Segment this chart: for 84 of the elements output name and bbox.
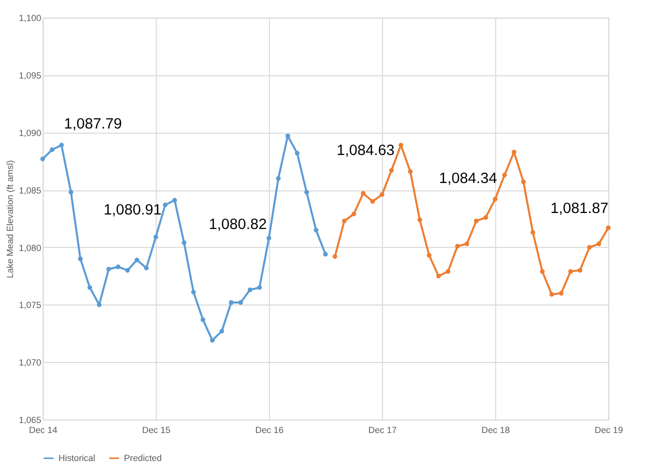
point: [106, 266, 111, 272]
point: [380, 192, 384, 197]
y-tick-label: 1,065: [18, 415, 42, 426]
point: [314, 228, 318, 232]
point: [521, 180, 526, 184]
point: [370, 199, 375, 204]
point: [50, 147, 54, 152]
point: [549, 292, 554, 297]
point: [172, 198, 177, 203]
annotation: 1,080.91: [104, 202, 162, 219]
point: [342, 218, 347, 224]
point: [351, 212, 356, 216]
point: [134, 258, 140, 262]
legend-label: Predicted: [124, 453, 162, 464]
annotation: 1,084.63: [336, 142, 395, 159]
point: [502, 172, 507, 178]
y-tick-label: 1,075: [18, 300, 42, 310]
point: [200, 317, 206, 322]
legend-label: Historical: [58, 453, 96, 464]
point: [68, 190, 74, 195]
point: [558, 290, 564, 296]
annotation: 1,087.79: [64, 116, 122, 133]
point: [483, 215, 488, 220]
point: [596, 242, 602, 246]
point: [162, 202, 168, 208]
annotation: 1,081.87: [550, 201, 608, 218]
point: [144, 266, 149, 270]
x-tick-label: Dec 18: [482, 424, 510, 435]
point: [360, 191, 366, 196]
point: [304, 190, 309, 195]
point: [40, 156, 45, 162]
x-tick-label: Dec 14: [29, 424, 58, 435]
point: [182, 240, 186, 246]
point: [408, 169, 413, 174]
point: [455, 244, 460, 249]
point: [436, 274, 441, 278]
y-axis-title: Lake Mead Elevation (ft amsl): [4, 160, 15, 278]
y-tick-label: 1,080: [18, 242, 42, 253]
point: [238, 300, 243, 305]
point: [323, 252, 328, 257]
point: [540, 269, 545, 274]
point: [568, 269, 573, 274]
point: [398, 142, 404, 148]
annotation: 1,084.34: [439, 171, 497, 187]
y-tick-label: 1,090: [18, 128, 42, 138]
point: [153, 234, 158, 240]
point: [191, 290, 196, 294]
point: [125, 268, 130, 273]
point: [587, 245, 592, 250]
point: [389, 168, 394, 173]
point: [87, 285, 92, 290]
point: [78, 256, 83, 262]
y-tick-label: 1,085: [18, 185, 42, 196]
point: [59, 142, 64, 148]
point: [294, 150, 300, 156]
point: [426, 253, 432, 258]
point: [512, 150, 516, 154]
point: [530, 230, 536, 235]
point: [248, 287, 252, 292]
point: [492, 196, 498, 202]
point: [332, 254, 338, 259]
point: [96, 302, 102, 308]
y-tick-label: 1,100: [18, 13, 42, 24]
y-tick-label: 1,070: [18, 358, 42, 368]
point: [578, 268, 582, 273]
point: [116, 264, 120, 270]
x-tick-label: Dec 17: [368, 424, 397, 435]
point: [474, 218, 479, 224]
point: [446, 269, 450, 274]
point: [606, 225, 611, 230]
point: [417, 217, 422, 222]
point: [257, 285, 262, 290]
x-tick-label: Dec 16: [255, 424, 284, 435]
x-tick-label: Dec 19: [594, 424, 623, 435]
point: [210, 338, 215, 343]
point: [276, 176, 281, 181]
point: [266, 236, 272, 240]
point: [285, 134, 290, 138]
y-tick-label: 1,095: [18, 70, 42, 81]
x-tick-label: Dec 15: [142, 424, 170, 435]
annotation: 1,080.82: [208, 217, 267, 234]
point: [464, 242, 470, 246]
point: [228, 300, 234, 305]
point: [219, 328, 224, 334]
